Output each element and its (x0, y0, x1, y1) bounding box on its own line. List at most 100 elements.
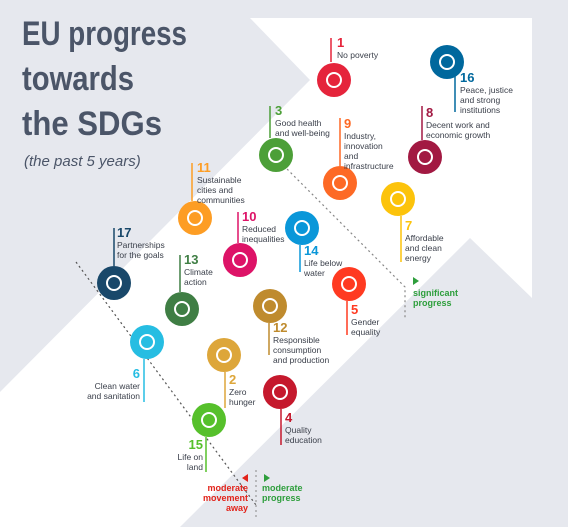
goal-label: and (344, 151, 358, 161)
moderate-away-label: away (226, 503, 248, 513)
goal-icon (381, 182, 415, 216)
goal-icon-glyph (439, 54, 455, 70)
goal-number: 12 (273, 320, 287, 335)
goal-icon-glyph (187, 210, 203, 226)
goal-icon (430, 45, 464, 79)
goal-label: Life below (304, 258, 343, 268)
goal-label: Gender (351, 317, 380, 327)
goal-icon (207, 338, 241, 372)
goal-label: infrastructure (344, 161, 394, 171)
goal-icon-glyph (174, 301, 190, 317)
goal-label: Affordable (405, 233, 444, 243)
significant-progress-label: significant (413, 288, 458, 298)
goal-number: 2 (229, 372, 236, 387)
progress-arrow (0, 18, 532, 527)
goal-label: Good health (275, 118, 322, 128)
goal-label: communities (197, 195, 245, 205)
goal-label: Life on (177, 452, 203, 462)
content: EU progress towards the SDGs (the past 5 ye… (22, 15, 513, 513)
subtitle: (the past 5 years) (24, 153, 141, 170)
goal-label: Decent work and (426, 120, 490, 130)
goal-icon (323, 166, 357, 200)
goal-number: 15 (189, 437, 203, 452)
goal-icon (408, 140, 442, 174)
goal-icon (130, 325, 164, 359)
goal-icon-glyph (216, 347, 232, 363)
goal-label: and sanitation (87, 391, 140, 401)
goal-label: Clean water (95, 381, 141, 391)
significant-threshold (279, 161, 406, 320)
goal-icon-glyph (232, 252, 248, 268)
goal-label: action (184, 277, 207, 287)
goal-label: cities and (197, 185, 233, 195)
moderate-progress-label: progress (262, 493, 301, 503)
title-line: the SDGs (22, 105, 162, 143)
goal-icon (192, 403, 226, 437)
significant-progress-label: progress (413, 298, 452, 308)
goal-number: 17 (117, 225, 131, 240)
goal-label: water (303, 268, 325, 278)
goal-label: for the goals (117, 250, 164, 260)
goal-icon (178, 201, 212, 235)
moderate-arrowhead (264, 474, 270, 482)
goal-label: Quality (285, 425, 312, 435)
goal-number: 8 (426, 105, 433, 120)
goal-label: education (285, 435, 322, 445)
significant-arrowhead (413, 277, 419, 285)
goal-icon-glyph (417, 149, 433, 165)
moderate-away-label: movement (203, 493, 248, 503)
goal-label: and production (273, 355, 330, 365)
goal-icon-glyph (341, 276, 357, 292)
goal-label: and clean (405, 243, 442, 253)
goal-icon (259, 138, 293, 172)
moderate-threshold (75, 261, 257, 506)
goal-number: 9 (344, 116, 351, 131)
goal-label: consumption (273, 345, 321, 355)
goal-icon (332, 267, 366, 301)
goal-label: and well-being (275, 128, 330, 138)
goal-label: Peace, justice (460, 85, 513, 95)
goal-icon (253, 289, 287, 323)
goal-icon-glyph (390, 191, 406, 207)
goal-number: 7 (405, 218, 412, 233)
goal-number: 13 (184, 252, 198, 267)
goal-label: and strong (460, 95, 500, 105)
goal-number: 1 (337, 35, 344, 50)
goal-label: hunger (229, 397, 256, 407)
goal-label: economic growth (426, 130, 491, 140)
goal-icon (165, 292, 199, 326)
goal-label: Reduced (242, 224, 276, 234)
goal-number: 3 (275, 103, 282, 118)
goal-icon-glyph (326, 72, 342, 88)
goal-number: 5 (351, 302, 358, 317)
goal-number: 6 (133, 366, 140, 381)
goal-label: Responsible (273, 335, 320, 345)
goal-icon (223, 243, 257, 277)
title-line: EU progress (22, 15, 187, 53)
goal-icon-glyph (106, 275, 122, 291)
goal-icon-glyph (294, 220, 310, 236)
goal-icon (317, 63, 351, 97)
goal-label: Industry, (344, 131, 376, 141)
goal-label: Climate (184, 267, 213, 277)
goal-label: Zero (229, 387, 247, 397)
goal-number: 16 (460, 70, 474, 85)
goal-icon-glyph (201, 412, 217, 428)
goal-number: 14 (304, 243, 319, 258)
goal-icon-glyph (268, 147, 284, 163)
goal-icon (285, 211, 319, 245)
goal-label: institutions (460, 105, 500, 115)
goal-number: 11 (197, 160, 211, 175)
goal-number: 10 (242, 209, 256, 224)
goal-icon-glyph (332, 175, 348, 191)
goal-label: energy (405, 253, 432, 263)
title-line: towards (22, 60, 134, 98)
goal-icon-glyph (139, 334, 155, 350)
moderate-progress-label: moderate (262, 483, 303, 493)
goal-label: Partnerships (117, 240, 165, 250)
goal-label: Sustainable (197, 175, 242, 185)
moderate-away-label: moderate (207, 483, 248, 493)
goal-label: inequalities (242, 234, 285, 244)
goal-icon-glyph (262, 298, 278, 314)
